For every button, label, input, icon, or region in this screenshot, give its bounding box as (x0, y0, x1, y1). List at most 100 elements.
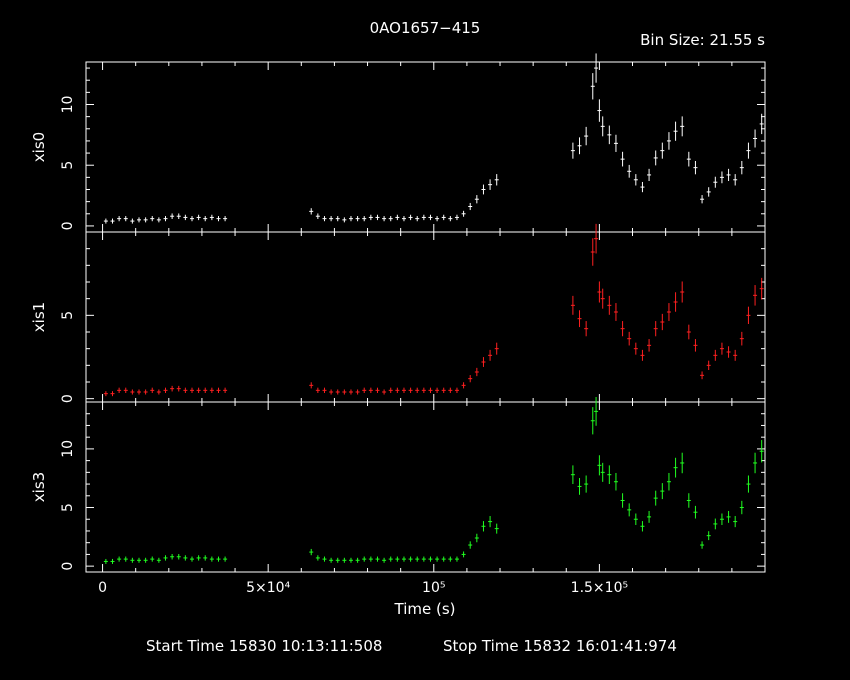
data-point (375, 387, 380, 393)
data-point (388, 387, 393, 393)
data-point (627, 164, 632, 178)
data-point (613, 303, 618, 321)
data-point (196, 555, 201, 561)
data-point (468, 375, 473, 383)
data-point (375, 556, 380, 562)
data-point (342, 389, 347, 395)
data-point (223, 387, 228, 393)
data-point (150, 556, 155, 562)
data-point (461, 551, 466, 558)
data-point (660, 313, 665, 331)
data-point (150, 216, 155, 222)
data-point (680, 281, 685, 303)
data-point (183, 387, 188, 393)
data-point (388, 216, 393, 222)
data-point (435, 387, 440, 393)
data-point (110, 391, 115, 397)
data-point (176, 554, 181, 560)
data-point (441, 214, 446, 221)
data-point (355, 557, 360, 563)
data-point (136, 389, 141, 395)
data-point (647, 339, 652, 352)
data-point (733, 349, 738, 361)
data-point (322, 216, 327, 222)
data-point (673, 121, 678, 141)
data-point (759, 113, 764, 135)
stop-time-label: Stop Time 15832 16:01:41:974 (443, 637, 677, 655)
data-point (315, 555, 320, 561)
y-tick-label: 10 (60, 96, 76, 114)
data-point (647, 168, 652, 182)
data-point (103, 218, 108, 224)
data-point (355, 389, 360, 395)
data-point (700, 541, 705, 549)
data-point (746, 142, 751, 159)
data-point (726, 168, 731, 182)
data-point (481, 184, 486, 195)
data-point (627, 503, 632, 517)
data-point (666, 303, 671, 321)
data-point (388, 556, 393, 562)
data-point (746, 306, 751, 324)
data-point (348, 389, 353, 395)
data-point (597, 99, 602, 122)
data-point (753, 285, 758, 306)
data-point (196, 214, 201, 221)
data-point (693, 339, 698, 352)
data-point (700, 195, 705, 204)
data-point (633, 513, 638, 525)
data-point (189, 216, 194, 222)
data-point (435, 556, 440, 562)
data-point (607, 465, 612, 485)
data-point (156, 557, 161, 563)
data-point (130, 557, 135, 563)
data-point (640, 181, 645, 193)
data-point (488, 179, 493, 190)
data-point (647, 510, 652, 523)
data-point (759, 277, 764, 300)
data-point (461, 210, 466, 217)
data-point (441, 556, 446, 562)
data-point (673, 457, 678, 478)
data-point (706, 531, 711, 541)
y-tick-label: 0 (60, 562, 76, 571)
data-point (415, 216, 420, 222)
data-point (216, 387, 221, 393)
data-point (163, 387, 168, 393)
data-point (209, 556, 214, 562)
data-point (421, 556, 426, 562)
data-point (666, 132, 671, 150)
data-point (584, 475, 589, 493)
data-point (123, 387, 128, 393)
y-axis-label-xis3: xis3 (30, 472, 48, 502)
data-point (209, 387, 214, 393)
y-tick-label: 5 (60, 311, 76, 320)
data-point (395, 214, 400, 221)
data-point (130, 389, 135, 395)
chart-title: 0AO1657−415 (370, 19, 481, 37)
data-point (454, 387, 459, 393)
data-point (700, 371, 705, 380)
data-point (640, 521, 645, 532)
data-point (203, 216, 208, 222)
data-point (189, 387, 194, 393)
data-point (143, 557, 148, 563)
data-point (468, 541, 473, 549)
data-point (494, 342, 499, 355)
y-tick-label: 5 (60, 503, 76, 512)
data-point (448, 387, 453, 393)
data-point (726, 510, 731, 523)
data-point (733, 516, 738, 528)
data-point (620, 493, 625, 508)
data-point (660, 483, 665, 500)
data-point (607, 125, 612, 145)
data-point (673, 292, 678, 312)
data-point (570, 142, 575, 159)
data-point (428, 387, 433, 393)
data-point (627, 331, 632, 346)
data-point (335, 216, 340, 222)
data-point (117, 387, 122, 393)
data-point (633, 174, 638, 186)
data-point (315, 213, 320, 219)
